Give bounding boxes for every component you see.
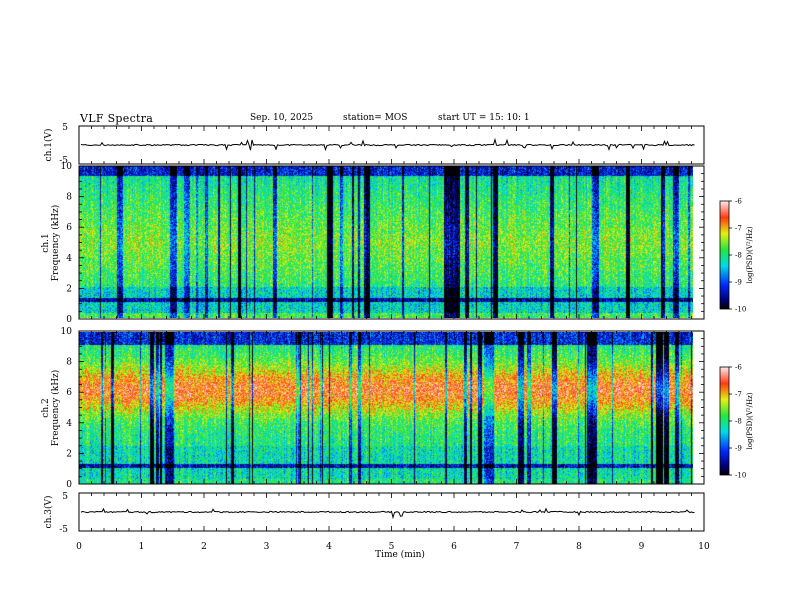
colorbar-tick-label: -7 — [735, 391, 742, 399]
frequency-tick-label: 8 — [66, 358, 72, 368]
time-tick-label: 0 — [76, 542, 82, 552]
frequency-tick-label: 4 — [66, 419, 72, 429]
frequency-tick-label: 6 — [66, 223, 72, 233]
time-tick-label: 6 — [451, 542, 457, 552]
ch2-colorbar-label: log(PSD)(V²/Hz) — [746, 392, 754, 449]
time-tick-label: 2 — [201, 542, 207, 552]
colorbar-tick-label: -10 — [735, 472, 746, 480]
time-tick-labels: 0 1 2 3 4 5 6 7 8 9 10 — [76, 542, 710, 552]
ch2-frequency-tick-labels: 0 2 4 6 8 10 — [61, 327, 704, 490]
colorbar-tick-label: -6 — [735, 364, 742, 372]
time-tick-label: 10 — [698, 542, 710, 552]
ch1-colorbar-frame — [719, 200, 730, 310]
ch1-ytick-max: 5 — [62, 123, 68, 133]
frequency-tick-label: 2 — [66, 449, 72, 459]
ch3-voltage-trace — [80, 507, 695, 520]
ch2-spectrogram-image — [79, 332, 693, 484]
ch3-ytick-max: 5 — [62, 492, 68, 502]
time-tick-label: 9 — [639, 542, 645, 552]
date-label: Sep. 10, 2025 — [250, 113, 314, 123]
time-tick-label: 4 — [326, 542, 332, 552]
ch1-channel-label: ch.1 — [41, 233, 51, 252]
frequency-tick-label: 0 — [66, 480, 72, 490]
colorbar-tick-label: -8 — [735, 252, 742, 260]
ch1-frequency-ylabel: Frequency (kHz) — [50, 205, 61, 282]
ch3-ytick-min: -5 — [59, 525, 68, 535]
time-tick-label: 3 — [264, 542, 270, 552]
time-tick-label: 1 — [139, 542, 145, 552]
ch2-spectrogram-frame — [78, 330, 705, 485]
ch1-frequency-tick-labels: 0 2 4 6 8 10 — [61, 162, 704, 325]
ch1-spectrogram-image — [79, 166, 693, 318]
chart-title: VLF Spectra — [80, 112, 154, 125]
colorbar-tick-label: -10 — [735, 306, 746, 314]
ch3-voltage-ylabel: ch.3(V) — [43, 496, 54, 529]
time-tick-label: 7 — [514, 542, 520, 552]
time-tick-label: 8 — [576, 542, 582, 552]
start-time-label: start UT = 15: 10: 1 — [438, 113, 530, 123]
colorbar-tick-label: -6 — [735, 198, 742, 206]
x-axis-label: Time (min) — [375, 549, 425, 560]
ch1-ytick-min: -5 — [59, 156, 68, 166]
axis-ticks — [78, 126, 705, 531]
colorbar-ticks: -6 -7 -8 -9 -10 -6 -7 -8 -9 -10 — [729, 198, 746, 480]
ch1-colorbar — [720, 201, 729, 309]
frequency-tick-label: 8 — [66, 193, 72, 203]
frequency-tick-label: 6 — [66, 388, 72, 398]
frequency-tick-label: 0 — [66, 315, 72, 325]
colorbar-tick-label: -8 — [735, 418, 742, 426]
station-label: station= MOS — [343, 113, 408, 123]
frequency-tick-label: 4 — [66, 254, 72, 264]
ch1-spectrogram-frame — [78, 165, 705, 320]
colorbar-tick-label: -7 — [735, 225, 742, 233]
ch1-voltage-trace — [80, 137, 695, 152]
ch2-frequency-ylabel: Frequency (kHz) — [50, 370, 61, 447]
frequency-tick-label: 2 — [66, 284, 72, 294]
ch2-colorbar-frame — [719, 366, 730, 476]
ch2-colorbar — [720, 367, 729, 475]
time-tick-label: 5 — [389, 542, 395, 552]
colorbar-tick-label: -9 — [735, 279, 742, 287]
frequency-tick-label: 10 — [61, 162, 73, 172]
ch1-voltage-ylabel: ch.1(V) — [43, 129, 54, 162]
ch2-channel-label: ch.2 — [41, 398, 51, 417]
frequency-tick-label: 10 — [61, 327, 73, 337]
ch1-colorbar-label: log(PSD)(V²/Hz) — [746, 226, 754, 283]
colorbar-tick-label: -9 — [735, 445, 742, 453]
